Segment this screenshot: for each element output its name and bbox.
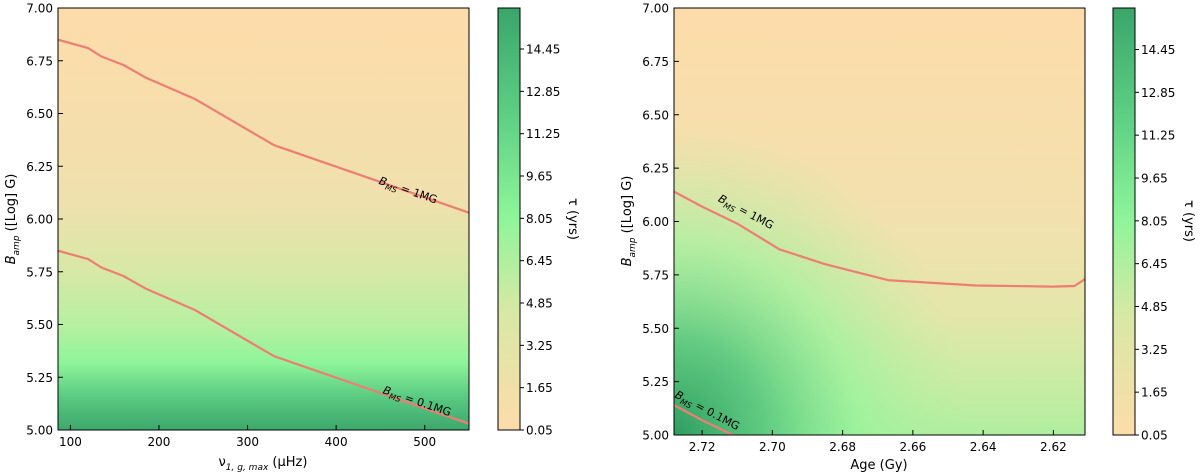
colorbar-tick-label: 9.65 — [1141, 171, 1168, 185]
colorbar-gradient — [1112, 7, 1136, 436]
y-axis-label: Bamp ([Log] G) — [620, 176, 638, 267]
x-tick-label: 500 — [413, 435, 436, 449]
y-tick-label: 5.50 — [642, 322, 669, 336]
x-axis-label: Age (Gy) — [850, 458, 907, 473]
y-tick-label: 6.25 — [642, 162, 669, 176]
y-tick-label: 6.75 — [642, 55, 669, 69]
x-tick-label: 200 — [148, 435, 171, 449]
colorbar-tick-label: 1.65 — [1141, 386, 1168, 400]
colorbar-gradient — [497, 7, 521, 431]
colorbar-tick-label: 14.45 — [1141, 43, 1175, 57]
x-tick-label: 300 — [236, 435, 259, 449]
y-tick-label: 5.25 — [26, 371, 53, 385]
x-tick-label: 2.72 — [689, 440, 716, 454]
colorbar-tick-label: 0.05 — [1141, 429, 1168, 443]
contour-line — [58, 38, 469, 214]
colorbar-label: τ (yrs) — [565, 198, 580, 240]
x-axis-label: ν1, g, max (μHz) — [219, 455, 308, 473]
x-tick-label: 2.68 — [829, 440, 856, 454]
colorbar-label: τ (yrs) — [1181, 200, 1196, 242]
colorbar-tick-label: 4.85 — [526, 297, 553, 311]
x-tick-label: 2.62 — [1040, 440, 1067, 454]
y-axis-label: Bamp ([Log] G) — [4, 174, 22, 265]
colorbar-tick-label: 9.65 — [526, 170, 553, 184]
heatmap-field-dark-corner — [674, 8, 1085, 435]
y-tick-label: 6.50 — [26, 107, 53, 121]
left-heatmap-panel: 5.00 5.25 5.50 5.75 6.00 6.25 6.50 6.75 7.00 100… — [4, 2, 580, 474]
colorbar-tick-label: 12.85 — [526, 85, 560, 99]
y-tick-label: 6.00 — [26, 213, 53, 227]
x-tick-label: 2.70 — [759, 440, 786, 454]
colorbar-tick-label: 14.45 — [526, 43, 560, 57]
colorbar-tick-label: 11.25 — [1141, 129, 1175, 143]
contour-line — [674, 190, 1085, 288]
y-tick-label: 5.75 — [642, 268, 669, 282]
y-tick-label: 6.25 — [26, 160, 53, 174]
y-tick-label: 6.75 — [26, 54, 53, 68]
colorbar-tick-label: 8.05 — [526, 212, 553, 226]
x-tick-label: 2.64 — [970, 440, 997, 454]
colorbar-tick-label: 3.25 — [1141, 343, 1168, 357]
colorbar-tick-label: 4.85 — [1141, 300, 1168, 314]
colorbar-tick-label: 6.45 — [526, 254, 553, 268]
y-tick-label: 7.00 — [642, 2, 669, 16]
heatmap-field — [58, 8, 469, 430]
y-tick-label: 7.00 — [26, 2, 53, 16]
colorbar-tick-label: 3.25 — [526, 339, 553, 353]
y-tick-label: 6.50 — [642, 108, 669, 122]
x-tick-label: 2.66 — [900, 440, 927, 454]
colorbar-tick-label: 8.05 — [1141, 214, 1168, 228]
y-tick-label: 5.25 — [642, 375, 669, 389]
colorbar-tick-label: 12.85 — [1141, 86, 1175, 100]
right-heatmap-panel: 5.00 5.25 5.50 5.75 6.00 6.25 6.50 6.75 7.00 2.7… — [620, 2, 1196, 474]
contour-line — [58, 249, 469, 425]
colorbar: 0.05 1.65 3.25 4.85 6.45 8.05 9.65 11.25 12.85 14… — [497, 7, 580, 438]
contour-line — [674, 404, 736, 435]
y-tick-label: 5.00 — [26, 424, 53, 438]
colorbar-tick-label: 6.45 — [1141, 257, 1168, 271]
colorbar: 0.05 1.65 3.25 4.85 6.45 8.05 9.65 11.25 12.85 14… — [1112, 7, 1196, 443]
colorbar-tick-label: 0.05 — [526, 424, 553, 438]
colorbar-tick-label: 11.25 — [526, 127, 560, 141]
y-tick-label: 6.00 — [642, 215, 669, 229]
y-tick-label: 5.00 — [642, 429, 669, 443]
x-tick-label: 400 — [325, 435, 348, 449]
x-tick-label: 100 — [59, 435, 82, 449]
colorbar-tick-label: 1.65 — [526, 381, 553, 395]
y-tick-label: 5.75 — [26, 265, 53, 279]
y-tick-label: 5.50 — [26, 318, 53, 332]
